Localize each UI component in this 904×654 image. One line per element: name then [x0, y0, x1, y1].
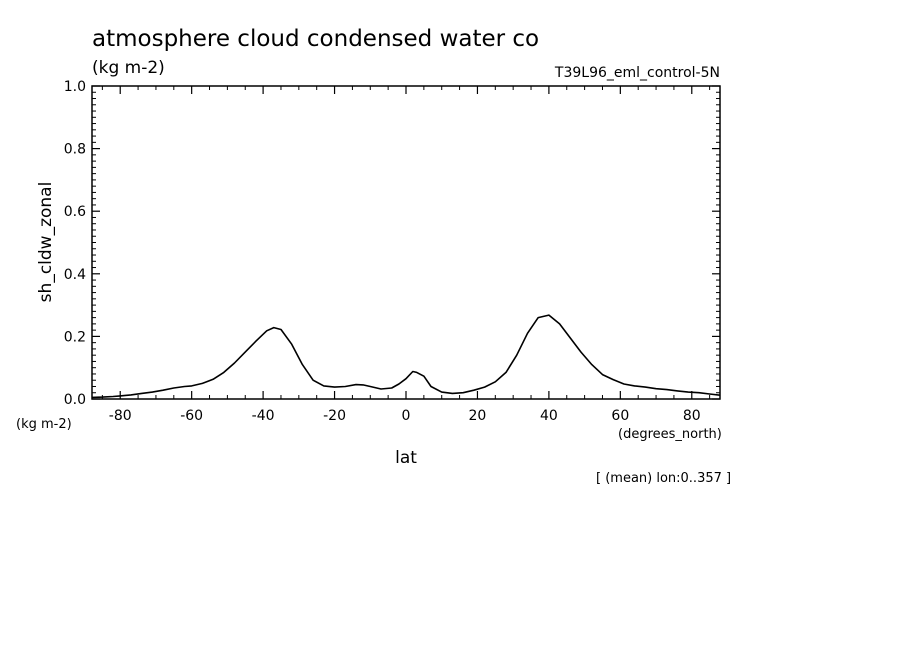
y-tick-label: 1.0: [64, 79, 86, 95]
chart-title: atmosphere cloud condensed water co: [92, 26, 539, 52]
x-tick-label: 20: [469, 408, 487, 424]
run-label: T39L96_eml_control-5N: [554, 65, 720, 81]
y-axis-units: (kg m-2): [16, 417, 72, 432]
y-axis-label: sh_cldw_zonal: [36, 182, 56, 303]
x-tick-label: -80: [109, 408, 132, 424]
plot-frame: [91, 85, 721, 400]
x-tick-label: 40: [540, 408, 558, 424]
x-tick-label: -60: [180, 408, 203, 424]
x-tick-label: 60: [611, 408, 629, 424]
y-tick-label: 0.8: [64, 142, 86, 158]
x-axis-units: (degrees_north): [618, 427, 722, 442]
y-ticks: 0.0 0.2 0.4 0.6 0.8 1.0: [64, 79, 720, 408]
y-tick-label: 0.6: [64, 204, 86, 220]
x-tick-label: 80: [683, 408, 701, 424]
x-tick-label: -40: [252, 408, 275, 424]
x-ticks: -80 -60 -40 -20 0 20 40 60 80: [109, 86, 701, 424]
series-line: [91, 314, 721, 399]
x-axis-label: lat: [395, 448, 417, 468]
x-tick-label: 0: [402, 408, 411, 424]
footnote: [ (mean) lon:0..357 ]: [596, 471, 731, 486]
minor-ticks: [92, 86, 720, 399]
y-tick-label: 0.0: [64, 392, 86, 408]
y-tick-label: 0.2: [64, 329, 86, 345]
y-tick-label: 0.4: [64, 267, 86, 283]
plot-area: -80 -60 -40 -20 0 20 40 60 80 0.0 0.2 0.4 0.6 0.8 1.0: [64, 79, 721, 424]
chart-subtitle-units: (kg m-2): [92, 58, 165, 78]
x-tick-label: -20: [323, 408, 346, 424]
